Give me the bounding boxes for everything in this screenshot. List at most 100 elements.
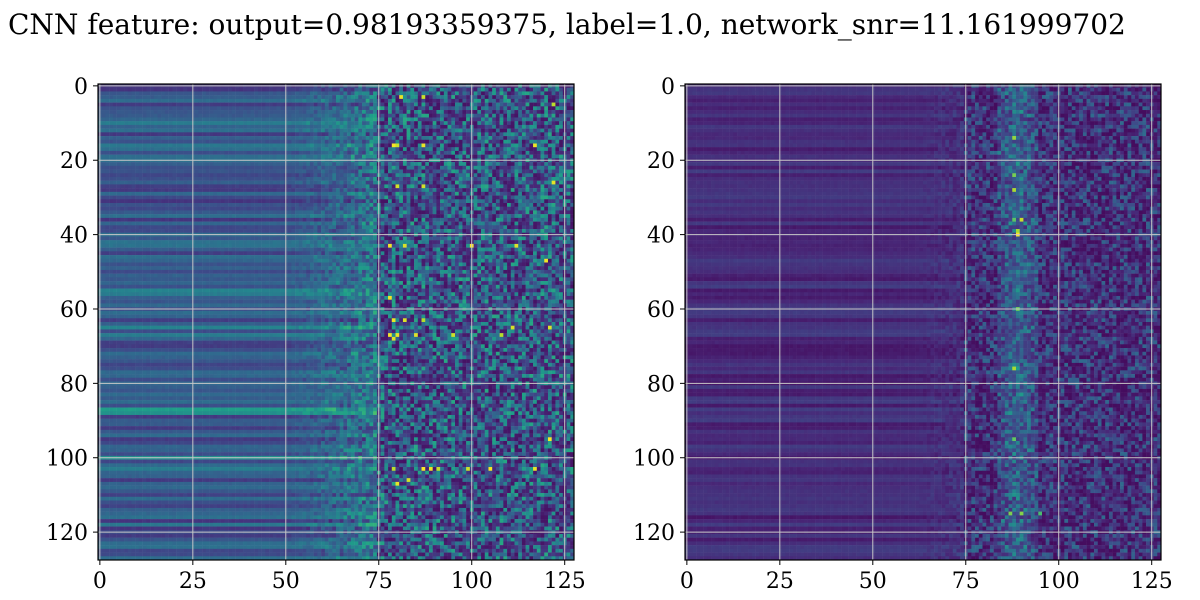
heatmap-cell: [443, 87, 448, 92]
heatmap-cell: [503, 95, 508, 100]
heatmap-cell: [440, 102, 445, 107]
heatmap-cell: [440, 95, 445, 100]
heatmap-cell: [112, 87, 117, 92]
heatmap-cell: [272, 95, 277, 100]
heatmap-cell: [350, 91, 355, 96]
heatmap-cell: [451, 95, 456, 100]
heatmap-cell: [243, 98, 247, 103]
heatmap-cell: [373, 91, 378, 96]
heatmap-cell: [202, 102, 207, 107]
heatmap-cell: [540, 95, 545, 100]
heatmap-cell: [555, 102, 560, 107]
heatmap-cell: [406, 102, 411, 107]
heatmap-cell: [131, 98, 136, 103]
heatmap-cell: [380, 98, 385, 103]
heatmap-cell: [276, 98, 281, 103]
heatmap-cell: [150, 98, 155, 103]
heatmap-cell: [455, 87, 459, 92]
heatmap-cell: [109, 98, 114, 103]
heatmap-cell: [138, 102, 143, 107]
heatmap-cell: [533, 98, 538, 103]
heatmap-cell: [317, 102, 322, 107]
heatmap-cell: [317, 91, 322, 96]
heatmap-cell: [276, 102, 281, 107]
heatmap-cell: [231, 87, 236, 92]
heatmap-cell: [354, 95, 359, 100]
heatmap-cell: [414, 102, 419, 107]
heatmap-cell: [551, 98, 556, 103]
heatmap-cell: [328, 98, 333, 103]
heatmap-cell: [131, 95, 136, 100]
heatmap-cell: [194, 91, 199, 96]
heatmap-cell: [473, 102, 478, 107]
heatmap-cell: [127, 102, 132, 107]
heatmap-cell: [202, 98, 207, 103]
heatmap-cell: [369, 91, 374, 96]
heatmap-cell: [153, 102, 158, 107]
heatmap-cell: [146, 102, 151, 107]
heatmap-cell: [514, 98, 519, 103]
heatmap-cell: [499, 95, 504, 100]
heatmap-cell: [432, 91, 437, 96]
heatmap-cell: [336, 87, 340, 92]
heatmap-cell: [499, 102, 504, 107]
heatmap-cell: [231, 91, 236, 96]
heatmap-cell: [447, 95, 452, 100]
heatmap-cell: [321, 95, 326, 100]
heatmap-cell: [176, 95, 181, 100]
heatmap-cell: [358, 98, 363, 103]
heatmap-cell: [187, 95, 192, 100]
heatmap-cell: [135, 87, 140, 92]
heatmap-cell: [194, 95, 199, 100]
heatmap-cell: [481, 102, 485, 107]
heatmap-cell: [362, 87, 366, 92]
heatmap-cell: [566, 98, 571, 103]
heatmap-cell: [443, 98, 448, 103]
heatmap-cell: [529, 102, 534, 107]
heatmap-cell: [391, 95, 396, 100]
heatmap-cell: [540, 102, 545, 107]
heatmap-cell: [395, 102, 400, 107]
heatmap-cell: [228, 98, 233, 103]
heatmap-cell: [436, 91, 441, 96]
heatmap-cell: [536, 98, 541, 103]
heatmap-cell: [417, 102, 422, 107]
heatmap-cell: [507, 91, 512, 96]
heatmap-cell: [250, 87, 255, 92]
heatmap-cell: [395, 95, 400, 100]
heatmap-cell: [358, 91, 363, 96]
heatmap-cell: [428, 91, 433, 96]
heatmap-cell: [231, 98, 236, 103]
heatmap-cell: [417, 87, 422, 92]
heatmap-cell: [276, 95, 281, 100]
heatmap-cell: [306, 102, 311, 107]
heatmap-cell: [269, 102, 274, 107]
heatmap-cell: [559, 87, 564, 92]
heatmap-cell: [239, 87, 244, 92]
heatmap-cell: [350, 98, 355, 103]
heatmap-cell: [280, 98, 285, 103]
heatmap-cell: [455, 102, 459, 107]
heatmap-cell: [551, 102, 556, 107]
heatmap-cell: [466, 95, 471, 100]
heatmap-cell: [484, 91, 489, 96]
heatmap-cell: [533, 91, 538, 96]
heatmap-cell: [521, 91, 526, 96]
heatmap-cell: [231, 102, 236, 107]
heatmap-cell: [261, 102, 266, 107]
heatmap-cell: [198, 95, 203, 100]
heatmap-cell: [536, 95, 541, 100]
heatmap-cell: [555, 91, 560, 96]
heatmap-cell: [365, 87, 370, 92]
heatmap-cell: [484, 98, 489, 103]
heatmap-cell: [265, 95, 270, 100]
heatmap-cell: [414, 87, 419, 92]
heatmap-cell: [205, 91, 210, 96]
heatmap-cell: [317, 87, 322, 92]
heatmap-cell: [187, 87, 192, 92]
heatmap-cell: [138, 87, 143, 92]
heatmap-cell: [112, 102, 117, 107]
heatmap-cell: [265, 102, 270, 107]
heatmap-cell: [205, 95, 210, 100]
heatmap-cell: [388, 95, 393, 100]
